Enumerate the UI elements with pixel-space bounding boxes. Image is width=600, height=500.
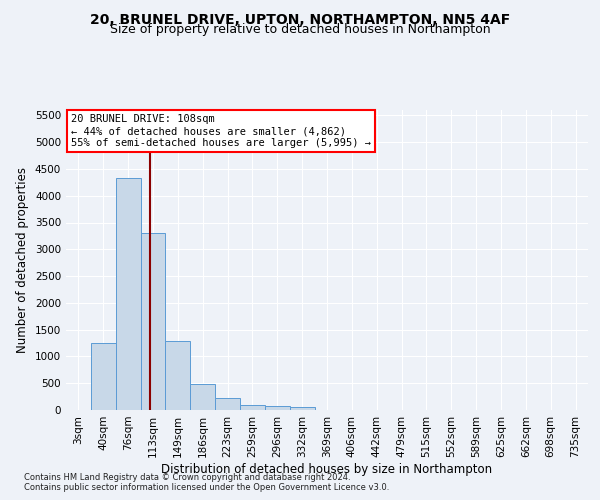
Bar (140, 233, 166, 410)
Bar (166, 342, 190, 410)
Bar (190, 384, 215, 410)
Bar (240, 406, 265, 410)
Text: Contains public sector information licensed under the Open Government Licence v3: Contains public sector information licen… (24, 484, 389, 492)
Y-axis label: Number of detached properties: Number of detached properties (16, 167, 29, 353)
Bar (215, 398, 240, 410)
Text: 20, BRUNEL DRIVE, UPTON, NORTHAMPTON, NN5 4AF: 20, BRUNEL DRIVE, UPTON, NORTHAMPTON, NN… (90, 12, 510, 26)
Bar (116, 178, 140, 410)
Text: 20 BRUNEL DRIVE: 108sqm
← 44% of detached houses are smaller (4,862)
55% of semi: 20 BRUNEL DRIVE: 108sqm ← 44% of detache… (71, 114, 371, 148)
Bar (265, 406, 290, 410)
Text: Contains HM Land Registry data © Crown copyright and database right 2024.: Contains HM Land Registry data © Crown c… (24, 474, 350, 482)
Bar (91, 342, 116, 410)
Bar (290, 407, 314, 410)
Text: Size of property relative to detached houses in Northampton: Size of property relative to detached ho… (110, 22, 490, 36)
X-axis label: Distribution of detached houses by size in Northampton: Distribution of detached houses by size … (161, 462, 493, 475)
